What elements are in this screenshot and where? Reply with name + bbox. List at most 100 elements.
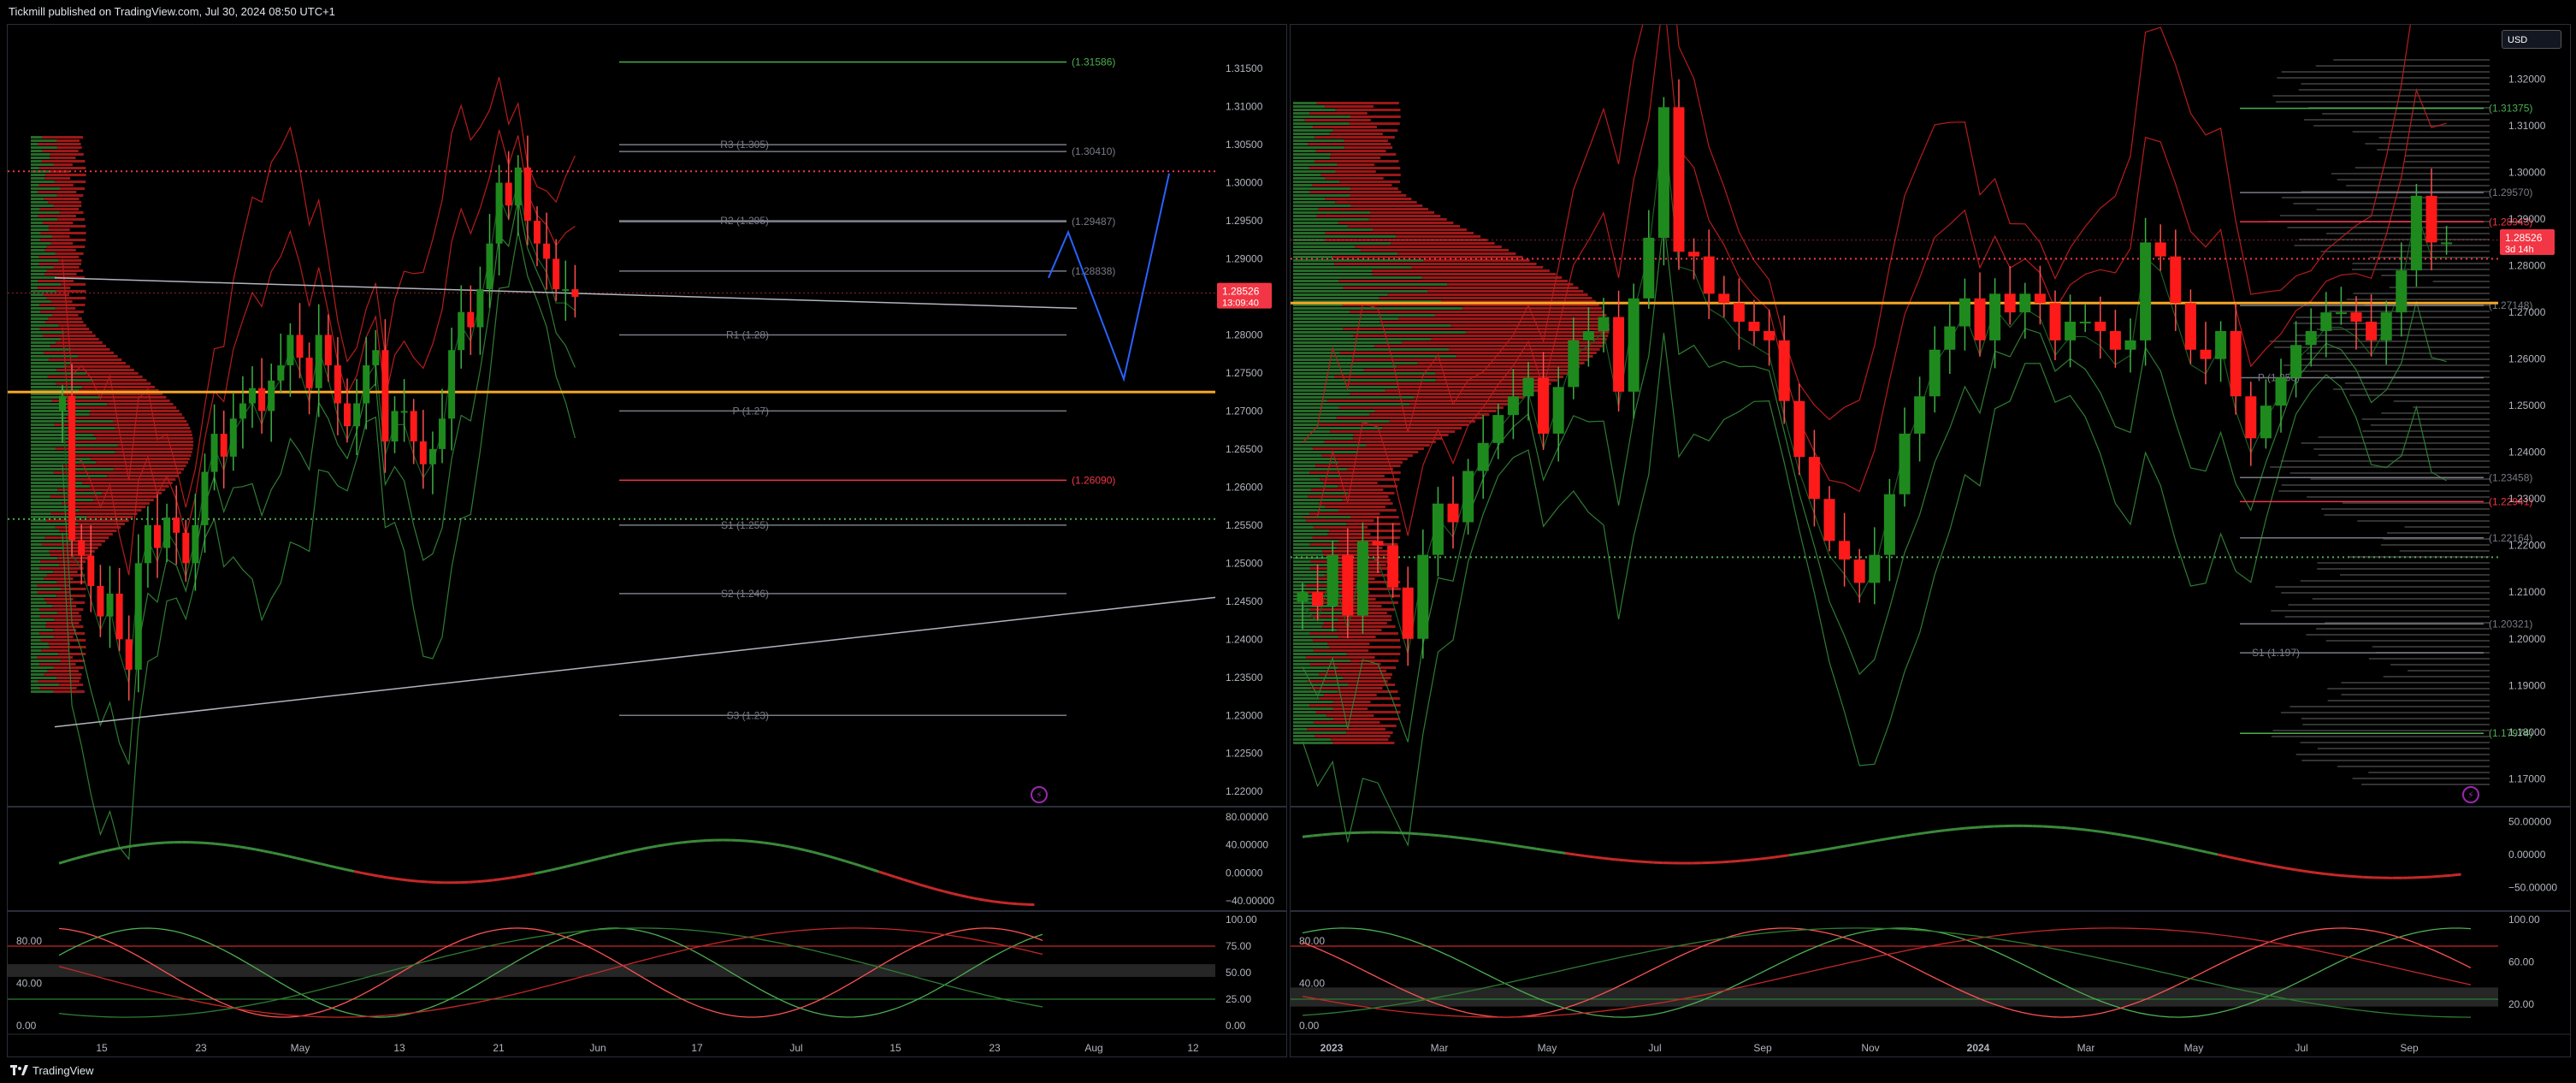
volume-bar-sell — [62, 406, 177, 409]
volume-bar-buy — [1293, 738, 1332, 741]
volume-bar-sell — [1338, 222, 1454, 224]
osc2-right-tick-label: 100.00 — [1226, 914, 1257, 926]
osc1-line-segment — [214, 842, 223, 846]
volume-bar-buy — [1293, 725, 1348, 727]
currency-button[interactable]: USD — [2502, 30, 2561, 49]
volume-bar-buy — [31, 471, 54, 474]
volume-bar-sell — [1398, 317, 1609, 320]
osc1-line-segment — [2081, 827, 2092, 832]
volume-bar-buy — [1293, 656, 1306, 659]
osc2-line — [1302, 927, 2472, 1018]
volume-bar-sell — [1431, 338, 1607, 340]
volume-bar-buy — [31, 533, 68, 536]
volume-bar-sell — [56, 341, 103, 344]
price-tick-label: 1.22000 — [1226, 785, 1263, 797]
volume-bar-sell — [59, 564, 83, 566]
volume-bar-sell — [1336, 417, 1483, 419]
volume-bar-buy — [31, 512, 51, 515]
profile-row — [2276, 101, 2490, 103]
candle-down — [2170, 256, 2182, 304]
volume-bar-sell — [1320, 478, 1400, 481]
osc1-line-segment — [304, 858, 314, 864]
volume-bar-sell — [57, 218, 86, 221]
candle-up — [1417, 554, 1429, 639]
profile-row — [2316, 328, 2490, 330]
candle-down — [258, 388, 266, 411]
volume-bar-buy — [31, 180, 55, 183]
osc1-line-segment — [58, 859, 68, 865]
candle-up — [439, 418, 446, 449]
volume-bar-buy — [1293, 170, 1336, 173]
time-tick-label: 15 — [96, 1042, 108, 1054]
volume-bar-buy — [31, 331, 65, 334]
osc1-line-segment — [1925, 830, 1936, 835]
chart-left-daily[interactable]: (1.31586) R3 (1.305) (1.30410) R2 (1.295) (1… — [7, 24, 1287, 1057]
candle-up — [59, 395, 66, 411]
volume-bar-buy — [31, 143, 38, 145]
osc1-line-segment — [1516, 844, 1527, 849]
chart-left-svg[interactable]: (1.31586) R3 (1.305) (1.30410) R2 (1.295) (1… — [8, 25, 1286, 1056]
volume-bar-buy — [31, 485, 90, 488]
volume-bar-buy — [31, 208, 40, 210]
osc1-tick-label: −50.00000 — [2508, 882, 2557, 894]
profile-row — [2270, 466, 2490, 468]
profile-row — [2279, 215, 2490, 216]
volume-bar-buy — [31, 653, 59, 655]
volume-bar-sell — [1315, 136, 1395, 139]
profile-row — [2386, 532, 2490, 534]
osc1-line-segment — [616, 851, 625, 856]
volume-bar-buy — [1293, 198, 1326, 200]
chart-right-weekly[interactable]: (1.31375) (1.29570) (1.28943) (1.27148) P (1… — [1290, 0, 2571, 1057]
volume-bar-buy — [1293, 263, 1335, 265]
volume-bar-sell — [68, 454, 192, 457]
volume-bar-sell — [1366, 444, 1430, 447]
level-label: P (1.27) — [733, 405, 769, 417]
chart-right-svg[interactable]: (1.31375)(1.29570)(1.28943)(1.27148)P (1… — [1291, 0, 2570, 1056]
volume-bar-sell — [82, 386, 156, 388]
volume-bar-sell — [1387, 293, 1588, 296]
volume-bar-buy — [1293, 328, 1344, 330]
candle-up — [1628, 298, 1640, 392]
lightning-glyph: ⚡ — [1036, 790, 1043, 801]
osc2-right-tick-label: 25.00 — [1226, 993, 1251, 1005]
candle-up — [562, 289, 570, 292]
osc1-line-segment — [2343, 874, 2354, 879]
osc1-line-segment — [2042, 825, 2053, 829]
candle-up — [458, 311, 465, 351]
profile-row — [2281, 71, 2490, 73]
volume-bar-sell — [1342, 499, 1391, 501]
osc1-line-segment — [493, 878, 502, 882]
volume-bar-sell — [44, 577, 74, 580]
candle-up — [239, 403, 246, 419]
volume-bar-buy — [1293, 458, 1337, 460]
volume-bar-sell — [39, 208, 80, 210]
osc1-line-segment — [2149, 838, 2160, 843]
candle-down — [505, 182, 512, 206]
current-price-label: 1.28526 — [2505, 232, 2543, 244]
osc2-left-tick-label: 0.00 — [1299, 1020, 1320, 1032]
volume-bar-buy — [31, 591, 38, 594]
price-tick-label: 1.28000 — [2508, 260, 2546, 272]
osc1-line-segment — [1575, 853, 1586, 858]
profile-row — [2302, 724, 2490, 725]
volume-bar-buy — [1293, 218, 1369, 221]
level-label: (1.20321) — [2489, 618, 2532, 630]
volume-bar-sell — [1323, 622, 1387, 624]
profile-row — [2318, 454, 2490, 456]
candle-up — [2260, 405, 2272, 439]
candle-down — [1538, 377, 1550, 434]
volume-bar-buy — [31, 150, 43, 152]
osc1-line-segment — [2451, 873, 2461, 877]
osc1-line-segment — [378, 874, 387, 879]
osc1-line-segment — [1302, 834, 1313, 838]
volume-bar-buy — [31, 536, 45, 539]
candle-down — [543, 243, 551, 259]
volume-bar-sell — [1304, 119, 1371, 121]
osc1-line-segment — [607, 853, 617, 858]
volume-bar-buy — [31, 516, 87, 518]
profile-row — [2404, 526, 2490, 528]
candle-down — [220, 434, 227, 457]
osc2-neutral-band — [1291, 987, 2498, 1007]
osc1-tick-label: 50.00000 — [2508, 815, 2551, 827]
volume-bar-buy — [1293, 177, 1326, 180]
